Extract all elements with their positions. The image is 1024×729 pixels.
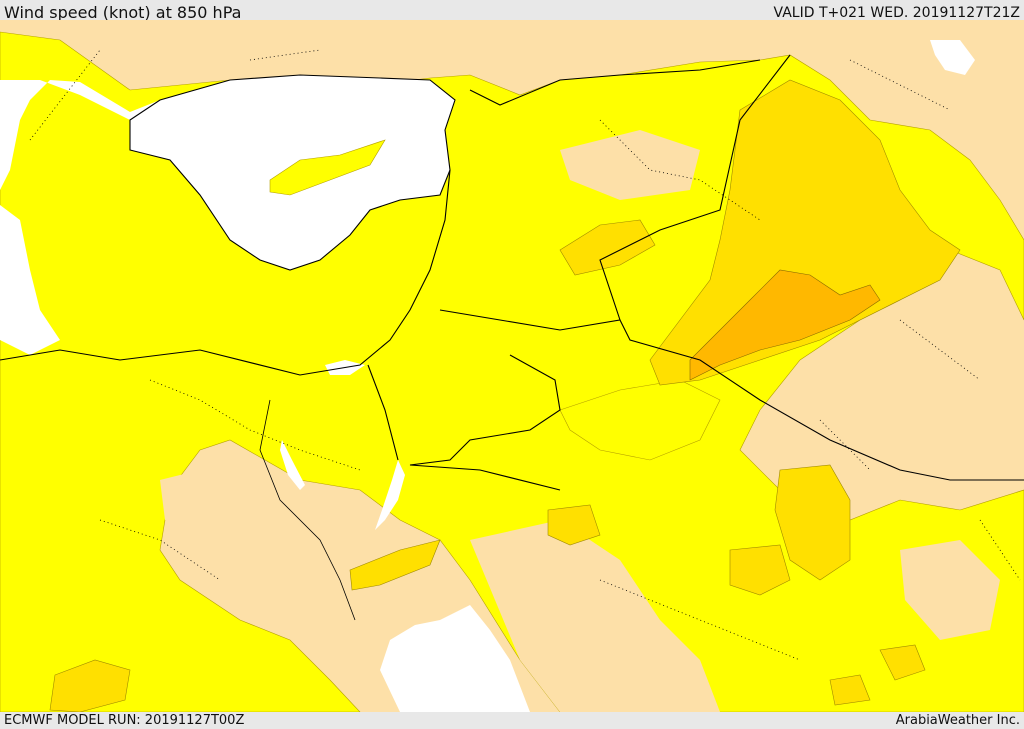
coastline: [129, 74, 456, 271]
wind-field-yellow-east: [559, 379, 721, 461]
map-title: Wind speed (knot) at 850 hPa: [4, 3, 242, 22]
wind-speed-map: [0, 20, 1024, 712]
valid-time: VALID T+021 WED. 20191127T21Z: [773, 5, 1020, 21]
wind-field-amber-2: [559, 219, 656, 276]
coastline-levant: [0, 169, 451, 376]
wind-field-amber-3: [774, 464, 851, 581]
border-syria-turkey: [469, 59, 761, 106]
gulf-of-suez: [280, 440, 305, 490]
footer-bar: ECMWF MODEL RUN: 20191127T00Z ArabiaWeat…: [0, 712, 1024, 729]
sea-mediterranean: [0, 75, 455, 270]
wind-field-amber-5: [349, 539, 441, 591]
credit: ArabiaWeather Inc.: [895, 713, 1020, 728]
persian-gulf-tip: [930, 40, 975, 75]
cyprus: [269, 139, 386, 196]
wind-field-amber-8: [879, 644, 926, 681]
gulf-of-aqaba: [375, 460, 405, 530]
wind-field-orange-core: [689, 269, 881, 381]
border-iraq-syria: [599, 54, 791, 321]
low-wind-patch-1: [160, 465, 260, 540]
header-bar: Wind speed (knot) at 850 hPa VALID T+021…: [0, 0, 1024, 22]
model-run: ECMWF MODEL RUN: 20191127T00Z: [4, 713, 245, 728]
sea-west-edge: [0, 205, 60, 355]
wind-field-amber-7: [547, 504, 601, 546]
border-jordan: [439, 309, 1024, 481]
internal-boundaries-1: [99, 119, 871, 661]
wind-field-amber-4: [729, 544, 791, 596]
wind-field-amber-9: [829, 674, 871, 706]
nile-river: [259, 399, 356, 621]
red-sea: [380, 605, 530, 712]
low-wind-patch-4: [560, 130, 700, 200]
border-egypt-israel: [367, 364, 399, 461]
border-jordan-saudi: [409, 354, 561, 491]
low-wind-patch-3: [900, 540, 1000, 640]
wind-field-amber: [649, 79, 961, 386]
low-wind-patch-2: [470, 520, 720, 712]
wind-field-amber-6: [49, 659, 131, 712]
